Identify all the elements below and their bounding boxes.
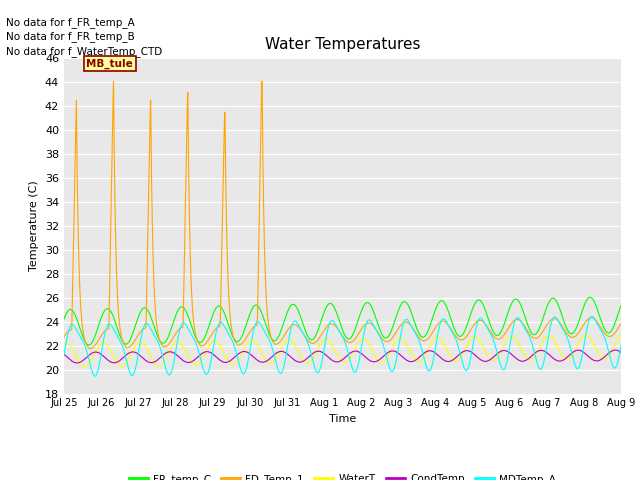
Text: No data for f_FR_temp_A: No data for f_FR_temp_A <box>6 17 135 28</box>
X-axis label: Time: Time <box>329 414 356 424</box>
Legend: FR_temp_C, FD_Temp_1, WaterT, CondTemp, MDTemp_A: FR_temp_C, FD_Temp_1, WaterT, CondTemp, … <box>125 470 560 480</box>
Text: MB_tule: MB_tule <box>86 59 133 69</box>
Title: Water Temperatures: Water Temperatures <box>265 37 420 52</box>
Text: No data for f_WaterTemp_CTD: No data for f_WaterTemp_CTD <box>6 46 163 57</box>
Y-axis label: Temperature (C): Temperature (C) <box>29 180 39 271</box>
Text: No data for f_FR_temp_B: No data for f_FR_temp_B <box>6 31 135 42</box>
